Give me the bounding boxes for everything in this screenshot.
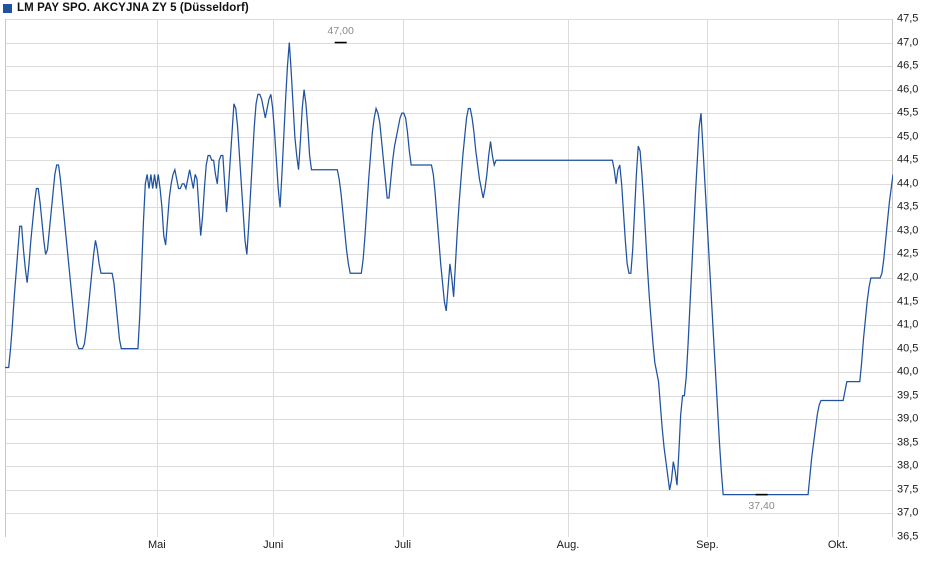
y-axis-tick-label: 41,0 xyxy=(897,318,919,331)
y-axis-tick-label: 38,5 xyxy=(897,436,919,449)
y-axis-tick-label: 41,5 xyxy=(897,295,919,308)
chart-plot-area[interactable] xyxy=(5,19,893,537)
y-axis-tick-label: 44,5 xyxy=(897,153,919,166)
x-axis-tick-label: Okt. xyxy=(827,539,849,551)
y-axis-tick-label: 39,5 xyxy=(897,389,919,402)
y-axis-tick-label: 46,0 xyxy=(897,83,919,96)
blue-square-marker-icon xyxy=(3,3,12,13)
x-axis-tick-label: Aug. xyxy=(556,539,580,551)
y-axis-tick-label: 44,0 xyxy=(897,177,919,190)
low-marker-label: 37,40 xyxy=(748,499,775,512)
y-axis-labels: 47,5 47,0 46,5 46,0 45,5 45,0 44,5 44,0 43,5 43,0… xyxy=(897,13,940,542)
y-axis-tick-label: 40,5 xyxy=(897,342,919,355)
y-axis-tick-label: 45,0 xyxy=(897,130,919,143)
y-axis-tick-label: 43,0 xyxy=(897,224,919,237)
x-axis-tick-label: Juni xyxy=(263,539,284,551)
y-axis-tick-label: 43,5 xyxy=(897,200,919,213)
chart-header: LM PAY SPO. AKCYJNA ZY 5 (Düsseldorf) xyxy=(0,0,940,16)
x-axis-tick-label: Juli xyxy=(394,539,412,551)
y-axis-tick-label: 37,0 xyxy=(897,506,919,519)
y-axis-tick-label: 47,5 xyxy=(897,12,919,25)
y-axis-tick-label: 36,5 xyxy=(897,530,919,543)
y-axis-tick-label: 42,5 xyxy=(897,247,919,260)
chart-title: LM PAY SPO. AKCYJNA ZY 5 (Düsseldorf) xyxy=(17,2,249,14)
y-axis-tick-label: 40,0 xyxy=(897,365,919,378)
grid-lines xyxy=(5,19,893,537)
y-axis-tick-label: 47,0 xyxy=(897,36,919,49)
high-marker-label: 47,00 xyxy=(327,24,354,37)
y-axis-tick-label: 39,0 xyxy=(897,412,919,425)
price-line-chart[interactable] xyxy=(5,19,893,537)
price-series-line xyxy=(5,42,893,496)
y-axis-tick-label: 38,0 xyxy=(897,459,919,472)
x-axis-tick-label: Sep. xyxy=(696,539,719,551)
x-axis-labels: Mai Juni Juli Aug. Sep. Okt. xyxy=(0,540,940,560)
y-axis-tick-label: 37,5 xyxy=(897,483,919,496)
y-axis-tick-label: 42,0 xyxy=(897,271,919,284)
x-axis-tick-label: Mai xyxy=(147,539,166,551)
y-axis-tick-label: 46,5 xyxy=(897,59,919,72)
y-axis-tick-label: 45,5 xyxy=(897,106,919,119)
